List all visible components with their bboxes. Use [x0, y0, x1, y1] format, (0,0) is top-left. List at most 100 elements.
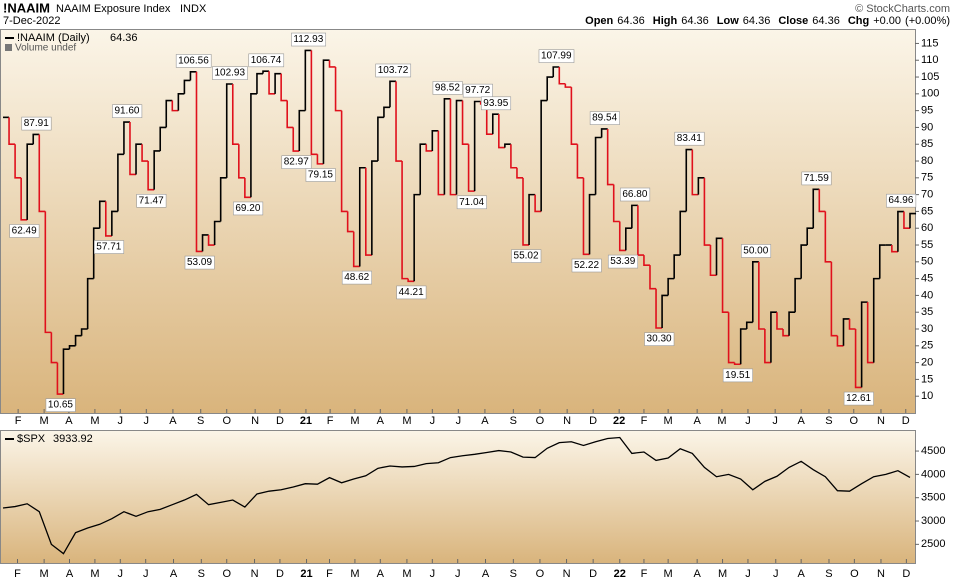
x-tick-label: O: [850, 568, 859, 580]
step-segment: [74, 334, 82, 346]
step-segment: [782, 329, 790, 337]
x-tick-label: A: [693, 415, 701, 427]
step-segment: [8, 117, 16, 146]
quote-label: Close: [778, 15, 808, 27]
step-segment: [171, 100, 179, 112]
step-segment: [68, 345, 76, 350]
x-tick-label: F: [641, 568, 648, 580]
x-tick-label: F: [641, 415, 648, 427]
volume-label: Volume undef: [15, 43, 76, 54]
quote-change-pct: (+0.00%): [905, 15, 950, 27]
step-segment: [461, 100, 469, 146]
value-label: 71.59: [804, 173, 829, 184]
x-tick-label: S: [825, 415, 832, 427]
step-segment: [618, 221, 626, 252]
step-segment: [183, 79, 191, 94]
step-segment: [606, 128, 614, 186]
value-label: 107.99: [541, 51, 572, 62]
step-segment: [576, 144, 584, 179]
x-tick-label: O: [222, 415, 231, 427]
step-segment: [528, 193, 536, 245]
value-label: 102.93: [214, 68, 245, 79]
step-segment: [830, 261, 838, 337]
step-segment: [558, 66, 566, 85]
y-tick-label: 10: [921, 390, 933, 402]
label-box: [94, 240, 125, 254]
label-box: [45, 398, 76, 412]
step-segment: [854, 329, 862, 389]
x-tick-label: A: [481, 415, 489, 427]
step-segment: [534, 194, 542, 213]
step-segment: [600, 128, 608, 138]
label-box: [620, 187, 651, 202]
x-tick-label: M: [718, 568, 727, 580]
step-segment: [56, 362, 64, 395]
y-tick-label: 3500: [921, 492, 945, 504]
y-tick-label: 65: [921, 205, 933, 217]
x-tick-label: N: [563, 568, 571, 580]
step-segment: [14, 144, 22, 179]
value-label: 106.74: [251, 55, 282, 66]
step-segment: [691, 149, 699, 196]
step-segment: [721, 238, 729, 314]
x-tick-label: J: [745, 568, 751, 580]
value-label: 69.20: [235, 203, 260, 214]
y-tick-label: 75: [921, 172, 933, 184]
x-tick-label: D: [589, 415, 597, 427]
step-segment: [62, 348, 70, 395]
x-tick-label: N: [563, 415, 571, 427]
quote-value: +0.00: [873, 15, 901, 27]
x-tick-label: S: [197, 415, 204, 427]
label-box: [674, 131, 705, 146]
label-box: [480, 96, 512, 111]
step-segment: [38, 134, 46, 213]
step-segment: [431, 129, 439, 151]
y-tick-label: 4500: [921, 445, 945, 457]
label-box: [722, 368, 753, 383]
legend-value: 64.36: [110, 32, 138, 44]
step-segment: [715, 237, 723, 276]
x-tick-label: M: [350, 568, 359, 580]
y-tick-label: 85: [921, 138, 933, 150]
step-segment: [165, 99, 173, 128]
x-tick-label: D: [276, 568, 284, 580]
step-segment: [909, 212, 917, 229]
label-box: [291, 32, 327, 47]
value-label: 89.54: [592, 113, 617, 124]
copyright: © StockCharts.com: [855, 3, 950, 15]
date: 7-Dec-2022: [3, 15, 60, 27]
label-box: [212, 66, 248, 80]
step-segment: [129, 122, 137, 176]
x-tick-label: J: [456, 415, 462, 427]
step-segment: [225, 83, 233, 178]
y-tick-label: 90: [921, 121, 933, 133]
label-box: [644, 332, 675, 346]
step-segment: [824, 211, 832, 263]
step-segment: [135, 143, 143, 175]
spx-line: [2, 436, 911, 555]
quote-label: High: [653, 15, 678, 27]
step-segment: [661, 294, 669, 329]
value-label: 53.09: [187, 257, 212, 268]
step-segment: [806, 227, 814, 246]
step-segment: [98, 200, 106, 229]
step-segment: [32, 133, 40, 145]
value-label: 19.51: [725, 370, 750, 381]
y-tick-label: 95: [921, 105, 933, 117]
value-label: 55.02: [514, 251, 539, 262]
x-tick-label: A: [377, 415, 385, 427]
legend-label: $SPX: [17, 433, 46, 445]
step-segment: [842, 318, 850, 346]
step-segment: [812, 188, 820, 229]
x-tick-label: D: [902, 415, 910, 427]
step-segment: [631, 204, 638, 229]
x-tick-label: J: [773, 568, 779, 580]
step-segment: [195, 71, 203, 253]
x-tick-label: A: [169, 415, 177, 427]
step-segment: [733, 362, 741, 366]
step-segment: [177, 93, 185, 111]
step-segment: [316, 154, 324, 165]
step-segment: [213, 220, 221, 246]
step-segment: [764, 329, 771, 364]
step-segment: [745, 321, 753, 330]
